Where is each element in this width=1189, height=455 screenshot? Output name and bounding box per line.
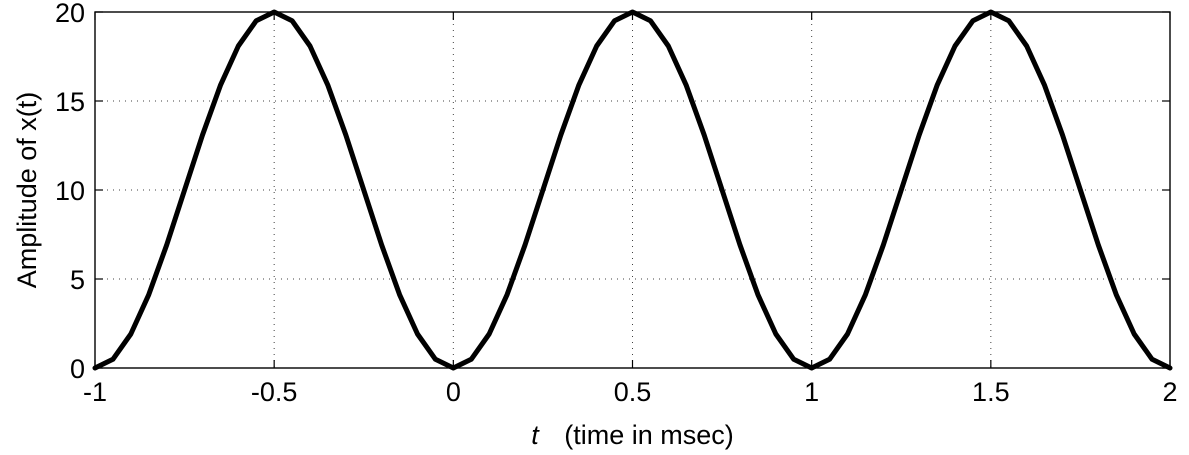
- x-tick-label: 2: [1162, 377, 1177, 407]
- y-tick-label: 20: [55, 0, 85, 28]
- x-tick-label: -0.5: [251, 377, 298, 407]
- x-axis-label: t (time in msec): [531, 420, 734, 450]
- y-tick-labels: 0 5 10 15 20: [55, 0, 85, 384]
- y-axis-label: Amplitude of x(t): [12, 92, 42, 289]
- plot-frame: [94, 11, 1171, 369]
- x-axis-label-variable: t: [531, 420, 540, 450]
- grid: [95, 12, 1170, 368]
- y-tick-label: 15: [55, 87, 85, 117]
- x-axis-label-description: (time in msec): [564, 420, 734, 450]
- y-tick-label: 5: [70, 265, 85, 295]
- tick-marks: [94, 11, 1171, 369]
- y-tick-label: 10: [55, 176, 85, 206]
- x-tick-label: 1.5: [972, 377, 1010, 407]
- series-line: [92, 9, 1173, 371]
- y-tick-label: 0: [70, 354, 85, 384]
- series-layer: [92, 9, 1173, 371]
- x-tick-labels: -1 -0.5 0 0.5 1 1.5 2: [83, 377, 1178, 407]
- x-tick-label: 0.5: [614, 377, 652, 407]
- x-tick-label: 0: [446, 377, 461, 407]
- x-tick-label: 1: [804, 377, 819, 407]
- x-tick-label: -1: [83, 377, 107, 407]
